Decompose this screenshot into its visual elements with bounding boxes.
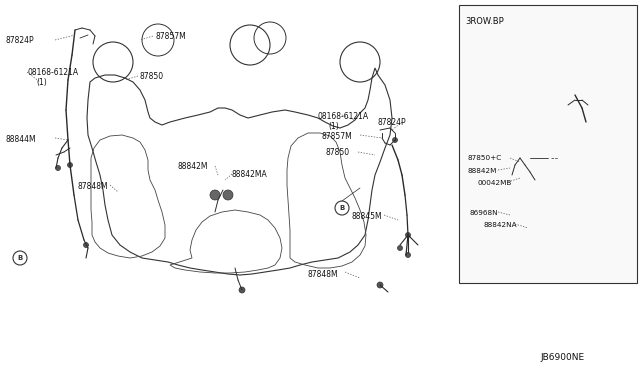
- Text: 87824P: 87824P: [378, 118, 406, 127]
- Text: 87850: 87850: [325, 148, 349, 157]
- Circle shape: [67, 163, 72, 167]
- Text: (1): (1): [328, 122, 339, 131]
- Text: 87850+C: 87850+C: [467, 155, 501, 161]
- Bar: [459, 5, 637, 283]
- Text: 88844M: 88844M: [5, 135, 36, 144]
- Circle shape: [392, 138, 397, 142]
- Text: 87857M: 87857M: [322, 132, 353, 141]
- Text: 08168-6121A: 08168-6121A: [27, 68, 78, 77]
- Circle shape: [527, 169, 533, 175]
- Text: 87850: 87850: [140, 72, 164, 81]
- Circle shape: [223, 190, 233, 200]
- Text: 00042MB: 00042MB: [478, 180, 513, 186]
- Text: 3ROW.BP: 3ROW.BP: [465, 17, 504, 26]
- Circle shape: [509, 172, 515, 178]
- Circle shape: [377, 282, 383, 288]
- Text: 88842MA: 88842MA: [232, 170, 268, 179]
- Text: 86968N: 86968N: [469, 210, 498, 216]
- Text: 88845M: 88845M: [352, 212, 383, 221]
- Circle shape: [517, 155, 523, 161]
- Circle shape: [406, 253, 410, 257]
- Text: 88842NA: 88842NA: [484, 222, 518, 228]
- Text: B: B: [339, 205, 344, 211]
- Text: 87848M: 87848M: [308, 270, 339, 279]
- Text: B: B: [17, 255, 22, 261]
- Text: 87848M: 87848M: [78, 182, 109, 191]
- Text: 88842M: 88842M: [178, 162, 209, 171]
- Text: JB6900NE: JB6900NE: [540, 353, 584, 362]
- Text: 88842M: 88842M: [467, 168, 497, 174]
- Circle shape: [56, 166, 61, 170]
- Circle shape: [397, 246, 403, 250]
- Text: 08168-6121A: 08168-6121A: [318, 112, 369, 121]
- Text: 87857M: 87857M: [155, 32, 186, 41]
- Circle shape: [406, 232, 410, 237]
- Circle shape: [83, 243, 88, 247]
- Text: (1): (1): [36, 78, 47, 87]
- Circle shape: [239, 287, 245, 293]
- Circle shape: [210, 190, 220, 200]
- Text: 87824P: 87824P: [5, 36, 34, 45]
